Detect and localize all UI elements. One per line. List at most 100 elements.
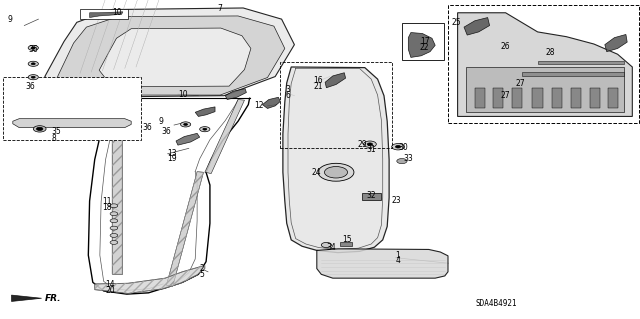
Bar (3, 77, 141, 140)
Polygon shape (466, 67, 624, 112)
Bar (340, 242, 352, 246)
Circle shape (200, 127, 210, 132)
Circle shape (110, 226, 118, 230)
Polygon shape (166, 172, 204, 286)
Text: 15: 15 (342, 235, 352, 244)
Text: 5: 5 (200, 270, 205, 279)
Polygon shape (458, 13, 632, 116)
Text: SDA4B4921: SDA4B4921 (475, 299, 517, 308)
Text: 34: 34 (326, 243, 336, 252)
Polygon shape (12, 295, 42, 301)
Text: 22: 22 (420, 43, 429, 52)
Circle shape (31, 76, 35, 78)
Circle shape (110, 204, 118, 208)
Polygon shape (325, 73, 346, 88)
Text: 35: 35 (51, 127, 61, 136)
Text: 31: 31 (366, 145, 376, 154)
Polygon shape (58, 16, 285, 95)
Circle shape (31, 63, 35, 65)
Bar (402, 23, 444, 60)
Polygon shape (90, 12, 123, 18)
Text: 30: 30 (398, 143, 408, 152)
Polygon shape (225, 89, 246, 100)
Text: 16: 16 (314, 76, 323, 85)
Circle shape (203, 128, 207, 130)
Circle shape (397, 159, 407, 164)
Text: 36: 36 (161, 127, 171, 136)
Text: 7: 7 (218, 4, 223, 13)
Text: FR.: FR. (45, 294, 61, 303)
Text: 17: 17 (420, 37, 429, 46)
Circle shape (184, 123, 188, 125)
Circle shape (321, 242, 332, 248)
Circle shape (28, 75, 38, 80)
Text: 20: 20 (106, 286, 115, 295)
Polygon shape (99, 28, 251, 87)
Text: 27: 27 (500, 91, 510, 100)
Circle shape (318, 163, 354, 181)
Circle shape (110, 219, 118, 223)
Text: 4: 4 (396, 256, 401, 265)
Text: 33: 33 (403, 154, 413, 163)
Bar (590, 88, 600, 108)
Circle shape (36, 127, 43, 130)
Text: 24: 24 (311, 168, 321, 177)
Text: 1: 1 (396, 251, 400, 260)
Text: 10: 10 (178, 90, 188, 99)
Polygon shape (464, 18, 490, 35)
Circle shape (28, 45, 38, 50)
Text: 21: 21 (314, 82, 323, 91)
Text: 36: 36 (26, 82, 35, 91)
Polygon shape (205, 100, 244, 174)
Circle shape (33, 126, 46, 132)
Bar (512, 88, 522, 108)
Text: 8: 8 (51, 134, 56, 143)
Bar (608, 88, 618, 108)
Bar (493, 88, 503, 108)
Circle shape (110, 234, 118, 237)
Text: 13: 13 (168, 149, 177, 158)
Text: 27: 27 (515, 79, 525, 88)
Bar (475, 88, 485, 108)
Circle shape (110, 241, 118, 244)
Circle shape (396, 145, 401, 148)
Text: 26: 26 (500, 42, 510, 51)
Text: 9: 9 (159, 117, 164, 126)
Bar (552, 88, 562, 108)
Text: 12: 12 (254, 101, 264, 110)
Polygon shape (112, 99, 122, 274)
Text: 11: 11 (102, 197, 112, 206)
Polygon shape (605, 34, 627, 52)
Polygon shape (195, 107, 215, 116)
Circle shape (392, 144, 404, 150)
Circle shape (364, 141, 376, 147)
Text: 36: 36 (142, 123, 152, 132)
Text: 10: 10 (112, 8, 122, 17)
Polygon shape (538, 61, 624, 64)
Text: 14: 14 (106, 280, 115, 289)
Circle shape (367, 143, 372, 145)
Text: 29: 29 (357, 140, 367, 149)
Text: 3: 3 (285, 85, 291, 94)
Bar (571, 88, 581, 108)
Polygon shape (317, 249, 448, 278)
Text: 32: 32 (366, 191, 376, 200)
Text: 6: 6 (285, 91, 291, 100)
Polygon shape (95, 265, 205, 293)
Polygon shape (13, 119, 131, 128)
Circle shape (180, 122, 191, 127)
Bar (448, 5, 639, 123)
Bar (280, 62, 392, 148)
Polygon shape (45, 8, 294, 97)
Polygon shape (283, 67, 389, 253)
Text: 18: 18 (102, 203, 112, 212)
Text: 28: 28 (545, 48, 555, 57)
Circle shape (28, 61, 38, 66)
Text: 19: 19 (168, 154, 177, 163)
Polygon shape (176, 133, 200, 145)
Polygon shape (522, 72, 624, 76)
Bar (80, 9, 128, 19)
Polygon shape (262, 97, 280, 108)
Circle shape (110, 212, 118, 216)
Circle shape (31, 47, 35, 49)
